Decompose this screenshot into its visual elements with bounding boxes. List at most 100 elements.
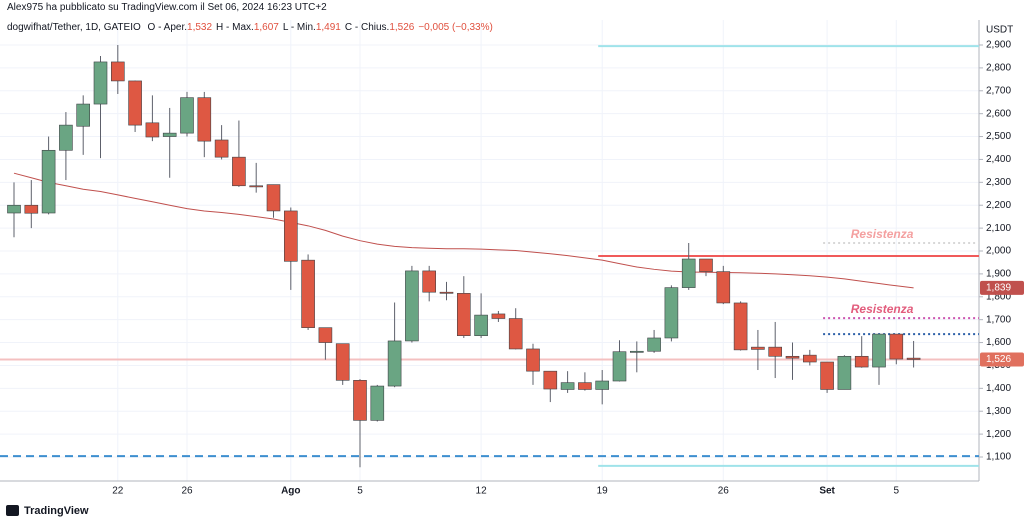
y-tick-label: 1,200 bbox=[986, 429, 1011, 440]
symbol: dogwifhat/Tether, 1D, GATEIO bbox=[7, 22, 141, 33]
candle-body bbox=[59, 124, 73, 151]
candle-body bbox=[128, 80, 142, 126]
y-tick-label: 2,000 bbox=[986, 246, 1011, 257]
published: Alex975 ha pubblicato su TradingView.com… bbox=[7, 2, 327, 13]
candle-body bbox=[162, 132, 177, 137]
y-tick-label: 1,300 bbox=[986, 406, 1011, 417]
legend-label: H - Max. bbox=[216, 22, 254, 33]
candle-body bbox=[266, 184, 281, 212]
candle-body bbox=[785, 355, 800, 359]
candle-body bbox=[249, 185, 263, 188]
candle-body bbox=[180, 97, 194, 134]
y-tick-label: 2,900 bbox=[986, 40, 1011, 51]
candle-body bbox=[906, 357, 921, 360]
candle-body bbox=[283, 210, 298, 262]
x-tick-label: Ago bbox=[281, 486, 300, 497]
legend-value: 1,607 bbox=[253, 22, 279, 33]
candle-body bbox=[560, 382, 575, 390]
y-tick-label: 2,500 bbox=[986, 131, 1011, 142]
brand-logo bbox=[6, 505, 19, 516]
y-tick-label: 1,600 bbox=[986, 337, 1011, 348]
candle-body bbox=[76, 103, 90, 127]
candle-body bbox=[578, 382, 592, 390]
grid bbox=[0, 20, 979, 481]
candle-body bbox=[318, 327, 333, 343]
legend-value: 1,532 bbox=[187, 22, 213, 33]
y-tick-label: 1,900 bbox=[986, 269, 1011, 280]
candle-body bbox=[872, 333, 886, 368]
candle-body bbox=[387, 340, 402, 387]
candle-body bbox=[422, 270, 437, 293]
candle-body bbox=[145, 122, 160, 138]
candle-body bbox=[526, 348, 540, 372]
price-label: 1,526 bbox=[986, 354, 1011, 365]
candle-body bbox=[353, 380, 367, 421]
level-label: Resistenza bbox=[851, 227, 914, 241]
candle-body bbox=[508, 318, 523, 350]
candle-body bbox=[733, 302, 748, 351]
level-label: Resistenza bbox=[851, 302, 914, 316]
legend-value: 1,526 bbox=[389, 22, 415, 33]
candle-body bbox=[335, 343, 350, 381]
candle-body bbox=[820, 361, 834, 390]
candle-body bbox=[699, 258, 713, 272]
price-label-box bbox=[980, 280, 1024, 295]
x-tick-label: 26 bbox=[181, 486, 193, 497]
candle-body bbox=[543, 370, 558, 390]
legend-label: L - Min. bbox=[282, 22, 316, 33]
candle-body bbox=[7, 204, 21, 214]
candle-body bbox=[41, 149, 56, 214]
y-tick-label: 1,100 bbox=[986, 452, 1011, 463]
candle-body bbox=[802, 354, 817, 363]
y-tick-label: 2,400 bbox=[986, 154, 1011, 165]
x-tick-label: 19 bbox=[597, 486, 609, 497]
candle-body bbox=[111, 61, 125, 82]
candle-body bbox=[301, 259, 315, 328]
candle-body bbox=[664, 287, 679, 339]
candle-body bbox=[232, 156, 246, 187]
price-label: 1,839 bbox=[986, 282, 1011, 293]
y-tick-label: 2,300 bbox=[986, 177, 1011, 188]
y-tick-label: 2,600 bbox=[986, 108, 1011, 119]
y-tick-label: 1,400 bbox=[986, 383, 1011, 394]
candle-body bbox=[93, 61, 108, 105]
candle-body bbox=[24, 204, 39, 214]
candle-body bbox=[629, 350, 644, 353]
x-tick-label: 5 bbox=[894, 486, 900, 497]
ohlc-legend: dogwifhat/Tether, 1D, GATEIO O - Aper.1,… bbox=[7, 22, 497, 33]
candle-body bbox=[439, 291, 454, 294]
y-tick-label: 2,800 bbox=[986, 63, 1011, 74]
candle-body bbox=[837, 355, 852, 390]
candle-body bbox=[370, 385, 385, 421]
candle-body bbox=[405, 270, 419, 342]
candle-body bbox=[474, 314, 488, 336]
y-tick-label: 1,800 bbox=[986, 291, 1011, 302]
legend-value: 1,491 bbox=[315, 22, 341, 33]
candle-body bbox=[612, 351, 627, 382]
candle-body bbox=[214, 139, 229, 158]
candle-body bbox=[751, 346, 765, 350]
candle-body bbox=[647, 337, 661, 352]
candle-body bbox=[681, 258, 696, 288]
price-label-box bbox=[980, 352, 1024, 367]
legend-change: −0,005 (−0,33%) bbox=[418, 22, 493, 33]
candle-body bbox=[768, 346, 783, 357]
x-tick-label: 26 bbox=[718, 486, 730, 497]
y-tick-label: 2,200 bbox=[986, 200, 1011, 211]
x-tick-label: 12 bbox=[476, 486, 488, 497]
legend-label: O - Aper. bbox=[147, 22, 188, 33]
y-tick-label: 1,700 bbox=[986, 314, 1011, 325]
legend-label: C - Chius. bbox=[344, 22, 390, 33]
x-tick-label: Set bbox=[819, 486, 835, 497]
x-tick-label: 5 bbox=[357, 486, 363, 497]
y-unit: USDT bbox=[986, 25, 1013, 36]
x-tick-label: 22 bbox=[112, 486, 124, 497]
candle-body bbox=[197, 97, 212, 142]
candle-body bbox=[854, 355, 869, 368]
y-tick-label: 2,700 bbox=[986, 85, 1011, 96]
candle-body bbox=[595, 380, 610, 390]
candle-body bbox=[716, 271, 731, 304]
candle-body bbox=[456, 293, 471, 336]
